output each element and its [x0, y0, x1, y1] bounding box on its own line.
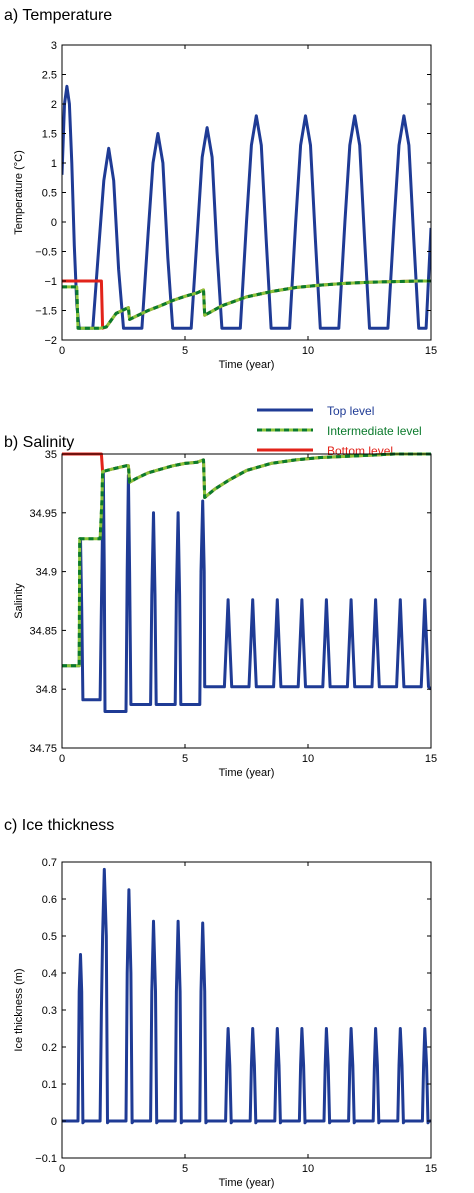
panel-title: b) Salinity [4, 434, 74, 451]
y-tick-label: 0 [51, 1116, 57, 1128]
y-tick-label: 3 [51, 40, 57, 52]
y-tick-label: −0.5 [35, 247, 57, 259]
panel-title: a) Temperature [4, 7, 112, 24]
y-tick-label: −1 [44, 276, 57, 288]
y-tick-label: 0.5 [42, 188, 57, 200]
series-line-top-level [62, 470, 431, 713]
y-axis-label: Temperature (°C) [13, 150, 25, 234]
legend-label-intermediate: Intermediate level [327, 424, 422, 438]
y-tick-label: 0.4 [42, 968, 57, 980]
y-tick-label: 0.7 [42, 857, 57, 869]
plot-frame [61, 453, 432, 749]
panel-2: b) Salinity 0 5 10 15 34.75 34.8 34.85 34.9 34.95… [4, 434, 437, 779]
x-tick-label: 10 [302, 1163, 314, 1175]
x-axis-label: Time (year) [219, 1177, 275, 1189]
y-tick-label: 34.75 [29, 743, 57, 755]
legend-label-top: Top level [327, 404, 374, 418]
x-axis-label: Time (year) [219, 359, 275, 371]
y-tick-label: 2.5 [42, 70, 57, 82]
y-tick-label: 34.85 [29, 625, 57, 637]
series-line-intermediate-level-base [62, 279, 431, 330]
y-tick-label: 0.5 [42, 931, 57, 943]
series-line-top-level [62, 867, 431, 1125]
series-line-bottom-level [62, 279, 431, 330]
y-tick-label: 2 [51, 99, 57, 111]
x-tick-label: 15 [425, 1163, 437, 1175]
y-tick-label: 1.5 [42, 129, 57, 141]
y-axis-label: Salinity [13, 583, 25, 619]
series-group [62, 867, 431, 1125]
y-tick-label: 0.3 [42, 1005, 57, 1017]
x-tick-label: 5 [182, 753, 188, 765]
y-tick-label: 34.9 [36, 567, 57, 579]
y-tick-label: −0.1 [35, 1153, 57, 1165]
y-tick-label: 1 [51, 158, 57, 170]
x-tick-label: 0 [59, 1163, 65, 1175]
series-line-bottom-level [62, 452, 431, 499]
series-group [62, 452, 431, 713]
series-line-intermediate-level [62, 452, 431, 668]
x-tick-label: 10 [302, 753, 314, 765]
panel-1: a) Temperature 0 5 10 15 −2 −1.5 −1 −0.5 0 0.5 1 1.5… [4, 7, 437, 371]
series-line-top-level [62, 84, 431, 330]
y-tick-label: 0.1 [42, 1079, 57, 1091]
x-tick-label: 5 [182, 1163, 188, 1175]
y-tick-label: 34.95 [29, 508, 57, 520]
y-tick-label: −1.5 [35, 306, 57, 318]
panel-title: c) Ice thickness [4, 817, 114, 834]
y-tick-label: 0 [51, 217, 57, 229]
x-tick-label: 15 [425, 753, 437, 765]
chart-panels: a) Temperature 0 5 10 15 −2 −1.5 −1 −0.5 0 0.5 1 1.5… [4, 7, 437, 1189]
y-tick-label: −2 [44, 335, 57, 347]
x-tick-label: 0 [59, 753, 65, 765]
legend: Top level Intermediate level Bottom leve… [257, 404, 422, 458]
x-tick-label: 0 [59, 345, 65, 357]
y-tick-label: 0.6 [42, 894, 57, 906]
y-tick-label: 35 [45, 449, 57, 461]
x-tick-label: 10 [302, 345, 314, 357]
series-group [62, 84, 431, 330]
y-tick-label: 34.8 [36, 684, 57, 696]
x-tick-label: 5 [182, 345, 188, 357]
series-line-intermediate-level [62, 279, 431, 330]
legend-swatches [257, 408, 313, 452]
y-axis-label: Ice thickness (m) [13, 968, 25, 1051]
x-axis-label: Time (year) [219, 767, 275, 779]
y-tick-label: 0.2 [42, 1042, 57, 1054]
plot-frame [61, 861, 432, 1159]
x-tick-label: 15 [425, 345, 437, 357]
